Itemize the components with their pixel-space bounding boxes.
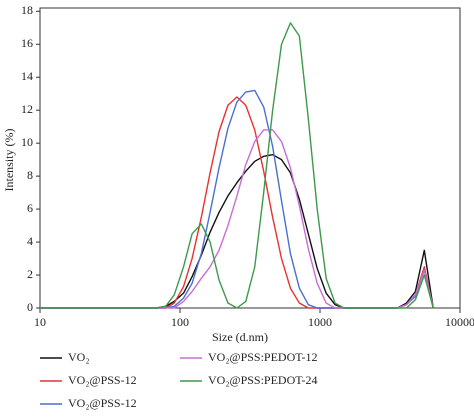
y-tick-label: 14 xyxy=(21,69,33,83)
series-line xyxy=(40,154,434,309)
y-tick-label: 18 xyxy=(21,3,33,17)
plot-frame xyxy=(39,7,461,309)
x-tick-label: 10 xyxy=(34,315,46,329)
y-tick-label: 6 xyxy=(27,201,33,215)
series-line xyxy=(40,22,434,309)
y-axis-label: Intensity (%) xyxy=(2,129,16,192)
y-tick-label: 2 xyxy=(27,267,33,281)
x-tick-label: 1000 xyxy=(308,315,332,329)
y-tick-label: 0 xyxy=(27,300,33,314)
x-axis-label: Size (d.nm) xyxy=(212,330,268,344)
legend-label: VO₂@PSS-12 xyxy=(68,373,137,387)
y-tick-label: 8 xyxy=(27,168,33,182)
legend-label: VO₂@PSS-12 xyxy=(68,396,137,410)
y-tick-label: 12 xyxy=(21,102,33,116)
legend-label: VO₂@PSS:PEDOT-12 xyxy=(208,350,317,364)
legend-label: VO₂ xyxy=(68,350,90,364)
x-tick-label: 10000 xyxy=(445,315,474,329)
series-line xyxy=(40,129,434,309)
x-tick-label: 100 xyxy=(171,315,189,329)
y-tick-label: 16 xyxy=(21,36,33,50)
legend-label: VO₂@PSS:PEDOT-24 xyxy=(208,373,317,387)
y-tick-label: 10 xyxy=(21,135,33,149)
y-tick-label: 4 xyxy=(27,234,33,248)
series-line xyxy=(40,96,434,309)
